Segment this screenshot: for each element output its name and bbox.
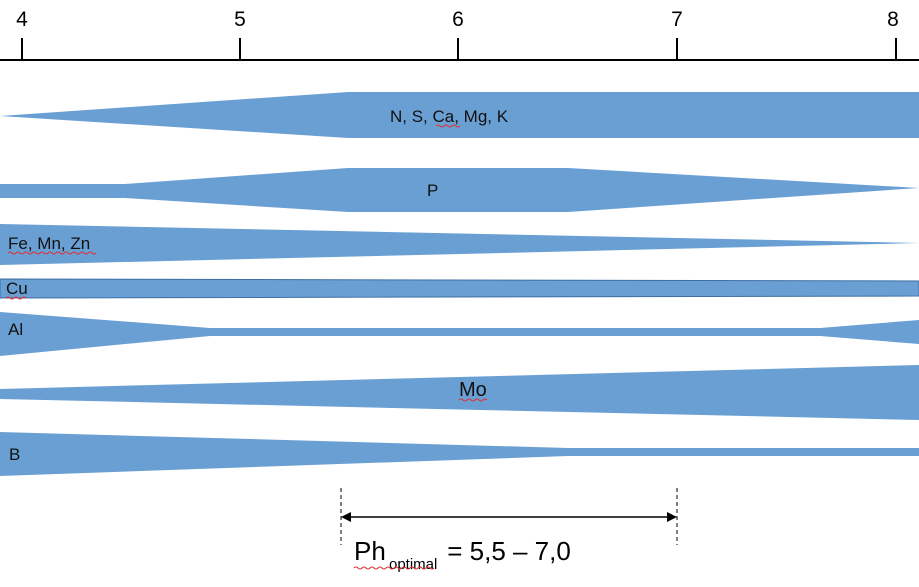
arrow-head-left-icon [341,512,351,522]
band-shape [0,432,919,476]
band-label: Fe, Mn, Zn [8,234,90,253]
tick-label-6: 6 [452,8,464,31]
band-shape [0,168,919,212]
band-label: Al [8,320,23,339]
band-label: Mo [459,379,487,401]
band-p: P [0,168,919,212]
tick-label-5: 5 [234,8,246,31]
band-label: P [427,181,438,200]
band-mo: Mo [0,365,919,420]
band-shape [0,365,919,420]
ph-subscript: optimal [389,556,437,573]
spellcheck-underline [7,251,97,255]
band-shape [0,278,919,299]
band-label: N, S, Ca, Mg, K [390,107,509,126]
optimal-range-marker [340,488,678,545]
ph-symbol: Ph [354,536,386,566]
ph-axis: 4 5 6 7 8 [0,8,919,61]
band-fe-mn-zn: Fe, Mn, Zn [0,224,919,265]
band-shape [0,312,919,356]
band-n-s-ca-mg-k: N, S, Ca, Mg, K [0,92,919,138]
band-label: B [9,445,20,464]
band-b: B [0,432,919,476]
tick-label-4: 4 [16,8,28,31]
band-shape [0,224,919,265]
spellcheck-underline [353,566,435,570]
band-shape [0,92,919,138]
band-al: Al [0,312,919,356]
spellcheck-underline [458,398,488,402]
ph-range-value: = 5,5 – 7,0 [440,536,571,566]
tick-label-7: 7 [671,8,683,31]
band-cu: Cu [0,278,919,300]
optimal-ph-formula: Ph optimal = 5,5 – 7,0 [353,536,571,573]
spellcheck-underline [435,124,461,128]
band-label: Cu [6,279,28,298]
tick-label-8: 8 [887,8,899,31]
spellcheck-underline [5,296,27,300]
arrow-head-right-icon [667,512,677,522]
